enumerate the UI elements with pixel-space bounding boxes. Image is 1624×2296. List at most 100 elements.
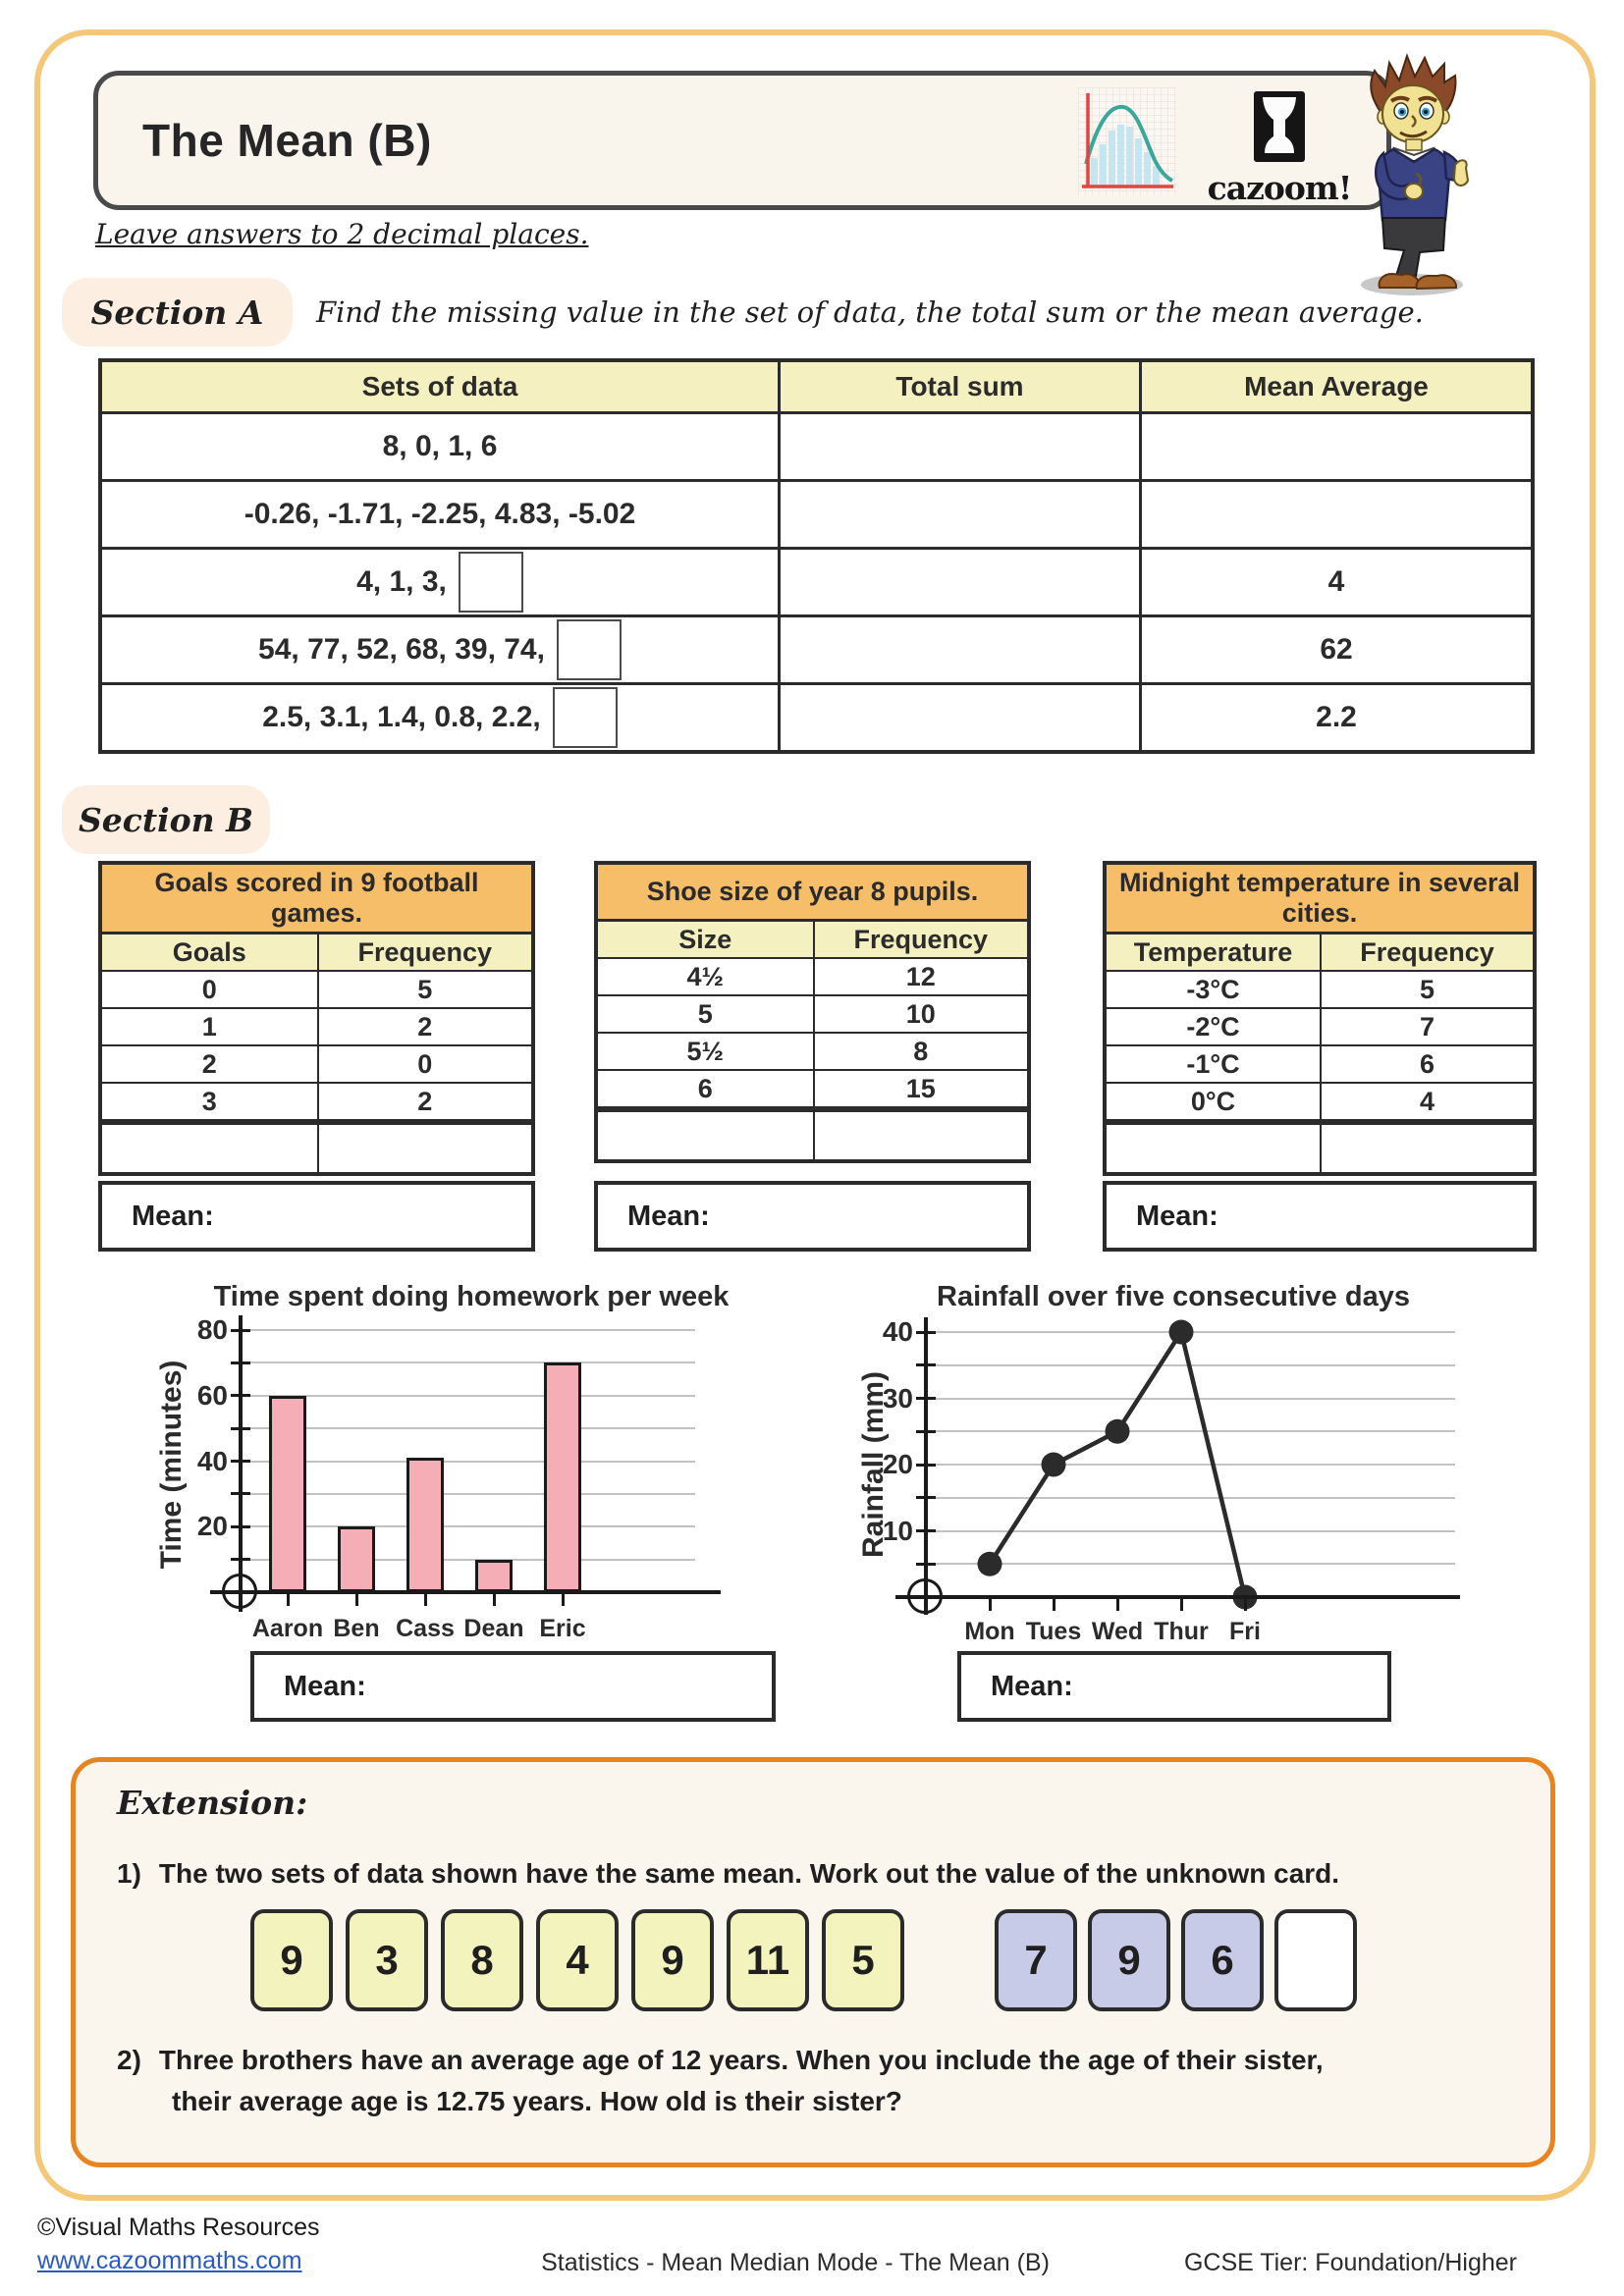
number-card: 9 bbox=[1088, 1909, 1170, 2011]
value-cell: 0°C bbox=[1190, 1086, 1236, 1116]
bar bbox=[544, 1362, 581, 1592]
question-number: 1) bbox=[117, 1858, 141, 1889]
section-a-instruction: Find the missing value in the set of dat… bbox=[316, 295, 1424, 329]
section-b-label: Section B bbox=[62, 785, 270, 854]
y-axis-tick-label: 60 bbox=[196, 1379, 228, 1411]
value-cell: 1 bbox=[201, 1011, 217, 1041]
mean-label: Mean: bbox=[991, 1670, 1073, 1702]
frequency-cell: 12 bbox=[812, 959, 1028, 994]
gridline bbox=[926, 1397, 1455, 1400]
total-sum-cell[interactable] bbox=[778, 685, 1139, 750]
data-point bbox=[1105, 1418, 1130, 1444]
value-cell: 6 bbox=[697, 1073, 713, 1103]
gridline bbox=[241, 1394, 695, 1397]
data-set-text: 2.5, 3.1, 1.4, 0.8, 2.2, bbox=[262, 701, 541, 733]
missing-value-box[interactable] bbox=[552, 687, 618, 748]
question-text: their average age is 12.75 years. How ol… bbox=[172, 2086, 902, 2116]
value-cell: -3°C bbox=[1186, 974, 1240, 1004]
data-set-text: -0.26, -1.71, -2.25, 4.83, -5.02 bbox=[244, 498, 636, 530]
column-header: Frequency bbox=[316, 934, 532, 971]
table-row: 4½ 12 bbox=[598, 957, 1027, 994]
mean-average-cell: 2.2 bbox=[1139, 685, 1531, 750]
bar-chart-title: Time spent doing homework per week bbox=[213, 1281, 730, 1312]
table-row: 5½ 8 bbox=[598, 1032, 1027, 1069]
gridline bbox=[926, 1563, 1455, 1566]
cazoom-drum-icon bbox=[1254, 91, 1305, 162]
missing-value-box[interactable] bbox=[556, 619, 622, 680]
missing-value-box[interactable] bbox=[458, 552, 523, 613]
gridline bbox=[241, 1329, 695, 1331]
value-cell: -2°C bbox=[1186, 1011, 1240, 1041]
x-axis-category-label: Thur bbox=[1154, 1618, 1209, 1645]
x-axis-category-label: Eric bbox=[539, 1615, 586, 1642]
working-cell[interactable] bbox=[102, 1125, 317, 1172]
working-cell[interactable] bbox=[1320, 1125, 1533, 1173]
website-link[interactable]: www.cazoommaths.com bbox=[37, 2247, 302, 2274]
gridline bbox=[926, 1529, 1455, 1532]
working-row[interactable] bbox=[1107, 1119, 1533, 1173]
working-row[interactable] bbox=[598, 1106, 1027, 1159]
number-card: 9 bbox=[250, 1909, 333, 2011]
frequency-cell: 15 bbox=[812, 1071, 1028, 1106]
x-axis-tick bbox=[561, 1592, 565, 1606]
frequency-cell: 5 bbox=[316, 972, 532, 1008]
working-cell[interactable] bbox=[1107, 1125, 1320, 1172]
frequency-cell: 6 bbox=[1320, 1046, 1533, 1083]
total-sum-cell[interactable] bbox=[778, 550, 1139, 614]
frequency-cell: 2 bbox=[316, 1084, 532, 1120]
question-number: 2) bbox=[117, 2045, 141, 2075]
line-chart-y-axis bbox=[924, 1317, 928, 1615]
table-title: Shoe size of year 8 pupils. bbox=[598, 865, 1027, 922]
y-axis-tick-label: 80 bbox=[196, 1314, 228, 1345]
line-chart-x-axis bbox=[895, 1595, 1460, 1599]
working-row[interactable] bbox=[102, 1119, 532, 1173]
bar-chart-y-axis bbox=[239, 1315, 243, 1612]
total-sum-cell[interactable] bbox=[778, 617, 1139, 682]
x-axis-category-label: Cass bbox=[396, 1615, 455, 1642]
frequency-cell: 7 bbox=[1320, 1009, 1533, 1045]
mean-label: Mean: bbox=[132, 1200, 214, 1232]
bar-chart-mean-box[interactable]: Mean: bbox=[250, 1651, 776, 1722]
column-header: Mean Average bbox=[1139, 362, 1531, 411]
mean-answer-box[interactable]: Mean: bbox=[594, 1181, 1031, 1252]
gcse-tier-text: GCSE Tier: Foundation/Higher bbox=[1183, 2249, 1517, 2276]
y-axis-tick-label: 20 bbox=[196, 1511, 228, 1542]
mean-answer-box[interactable]: Mean: bbox=[1103, 1181, 1537, 1252]
number-card: 6 bbox=[1181, 1909, 1264, 2011]
working-cell[interactable] bbox=[316, 1125, 532, 1173]
working-cell[interactable] bbox=[598, 1112, 813, 1159]
mean-answer-box[interactable]: Mean: bbox=[98, 1181, 535, 1252]
section-a-label: Section A bbox=[62, 278, 293, 347]
column-header: Frequency bbox=[1320, 934, 1533, 971]
line-chart-mean-box[interactable]: Mean: bbox=[957, 1651, 1391, 1722]
table-row: 54, 77, 52, 68, 39, 74, 62 bbox=[102, 614, 1531, 682]
gridline bbox=[241, 1525, 695, 1528]
copyright-text: ©Visual Maths Resources bbox=[37, 2214, 320, 2241]
table-title: Goals scored in 9 football games. bbox=[102, 865, 531, 935]
data-set-text: 54, 77, 52, 68, 39, 74, bbox=[258, 633, 545, 666]
working-cell[interactable] bbox=[812, 1112, 1028, 1159]
number-card: 5 bbox=[822, 1909, 904, 2011]
mean-average-cell[interactable] bbox=[1139, 482, 1531, 547]
mean-average-cell[interactable] bbox=[1139, 414, 1531, 479]
table-row: 6 15 bbox=[598, 1069, 1027, 1106]
value-cell: 5½ bbox=[686, 1036, 725, 1066]
page-title: The Mean (B) bbox=[142, 115, 432, 166]
unknown-card[interactable] bbox=[1274, 1909, 1357, 2011]
x-axis-category-label: Tues bbox=[1025, 1618, 1082, 1645]
column-header: Goals bbox=[172, 936, 246, 967]
table-row: -3°C 5 bbox=[1107, 970, 1533, 1008]
table-row: 8, 0, 1, 6 bbox=[102, 411, 1531, 479]
table-row: 5 10 bbox=[598, 994, 1027, 1032]
bar bbox=[269, 1395, 306, 1592]
table-header-row: Goals Frequency bbox=[102, 934, 532, 971]
instruction-note: Leave answers to 2 decimal places. bbox=[95, 218, 589, 250]
total-sum-cell[interactable] bbox=[778, 414, 1139, 479]
table-row: -1°C 6 bbox=[1107, 1044, 1533, 1083]
total-sum-cell[interactable] bbox=[778, 482, 1139, 547]
data-point bbox=[977, 1551, 1002, 1576]
gridline bbox=[926, 1496, 1455, 1499]
